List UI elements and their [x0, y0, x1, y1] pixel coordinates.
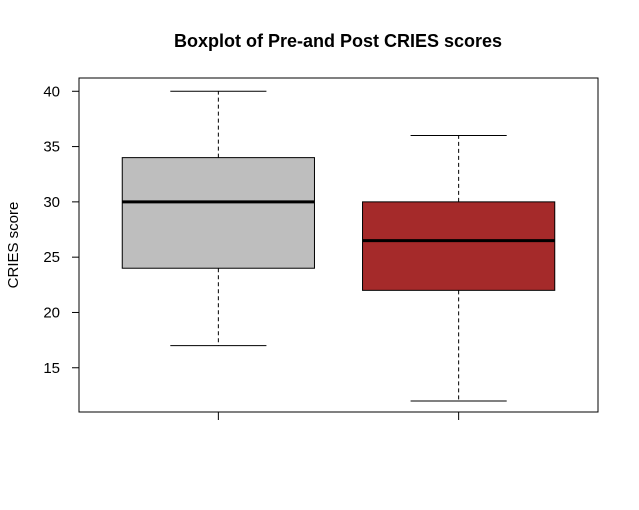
- box-iqr: [362, 201, 556, 291]
- y-tick-label: 20: [43, 304, 60, 321]
- boxplot-series: [121, 90, 556, 402]
- box-group: [121, 90, 315, 347]
- y-tick-label: 40: [43, 83, 60, 100]
- y-tick-label: 25: [43, 249, 60, 266]
- y-tick-label: 15: [43, 360, 60, 377]
- y-axis: 15 20 25 30 35 40: [43, 83, 80, 377]
- y-tick-label: 30: [43, 194, 60, 211]
- box-group: [362, 135, 556, 402]
- y-tick-label: 35: [43, 139, 60, 156]
- y-axis-label: CRIES score: [5, 202, 22, 289]
- chart-title: Boxplot of Pre-and Post CRIES scores: [174, 31, 502, 51]
- x-axis: [217, 412, 460, 420]
- box-iqr: [121, 157, 315, 269]
